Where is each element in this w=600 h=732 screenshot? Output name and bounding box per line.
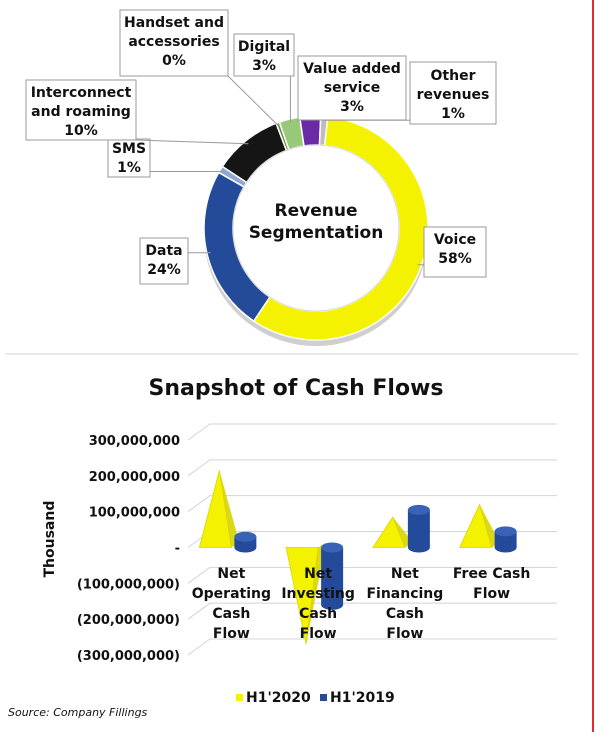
gridline-4: [187, 566, 557, 584]
callout-label-2: SMS 1%: [112, 141, 146, 176]
y-axis-label: Thousand: [42, 501, 58, 578]
donut-hole: [232, 144, 400, 312]
gridline-0: [187, 423, 557, 441]
legend-swatch-1: [320, 694, 327, 701]
callout-box-6: [297, 55, 407, 121]
cash-flow-bar-chart: Snapshot of Cash Flows 300,000,000 200,000…: [8, 376, 557, 719]
bar-1-h1-2019-top: [321, 542, 344, 553]
callout-box-4: [119, 9, 229, 77]
callout-label-0: Voice 58%: [434, 232, 476, 267]
y-tick-label-6: (300,000,000): [77, 649, 180, 664]
callout-box-0: [423, 226, 487, 278]
gridline-5: [187, 602, 557, 620]
bar-3-h1-2019-top: [494, 526, 517, 537]
y-tick-label-1: 200,000,000: [89, 470, 180, 485]
legend-swatch-0: [236, 694, 243, 701]
bar-chart-title: Snapshot of Cash Flows: [148, 376, 443, 401]
callout-label-7: Other revenues 1%: [417, 68, 490, 122]
page-border-line: [592, 0, 594, 732]
source-note: Source: Company Fillings: [8, 706, 148, 719]
gridline-6: [187, 638, 557, 656]
revenue-donut-chart: Revenue Segmentation Voice 58% Data 24% SMS 1%I…: [25, 9, 497, 346]
gridline-1: [187, 459, 557, 477]
y-tick-label-4: (100,000,000): [77, 577, 180, 592]
donut-center-label: Revenue Segmentation: [249, 201, 384, 243]
gridline-2: [187, 495, 557, 513]
callout-leader-3: [135, 139, 249, 145]
category-label-1: Net Investing Cash Flow: [281, 566, 355, 642]
callout-box-2: [107, 138, 151, 178]
bar-2-h1-2019-top: [407, 504, 430, 515]
callout-label-5: Digital 3%: [238, 39, 290, 74]
callout-leader-4: [227, 75, 280, 127]
category-label-0: Net Operating Cash Flow: [192, 566, 271, 642]
bar-1-h1-2019: [321, 547, 344, 610]
y-tick-label-5: (200,000,000): [77, 613, 180, 628]
category-label-2: Net Financing Cash Flow: [366, 566, 443, 642]
bar-2-h1-2019: [407, 509, 430, 553]
callout-box-7: [409, 61, 497, 125]
callout-label-3: Interconnect and roaming 10%: [31, 85, 132, 139]
y-tick-label-3: -: [175, 542, 180, 557]
bar-0-h1-2019-top: [234, 531, 257, 542]
callout-box-5: [233, 33, 295, 77]
callout-label-4: Handset and accessories 0%: [124, 15, 224, 69]
y-tick-label-2: 100,000,000: [89, 506, 180, 521]
callout-box-1: [139, 237, 189, 285]
bar-2-h1-2020: [372, 516, 406, 548]
callout-label-6: Value added service 3%: [303, 61, 401, 115]
y-tick-label-0: 300,000,000: [89, 434, 180, 449]
legend-label-0: H1'2020: [246, 690, 311, 706]
bar-3-h1-2019: [494, 531, 517, 553]
legend-label-1: H1'2019: [330, 690, 395, 706]
bar-0-h1-2020-side: [219, 470, 240, 548]
callout-box-3: [25, 79, 137, 141]
category-label-3: Free Cash Flow: [453, 566, 530, 602]
callout-label-1: Data 24%: [145, 243, 182, 278]
